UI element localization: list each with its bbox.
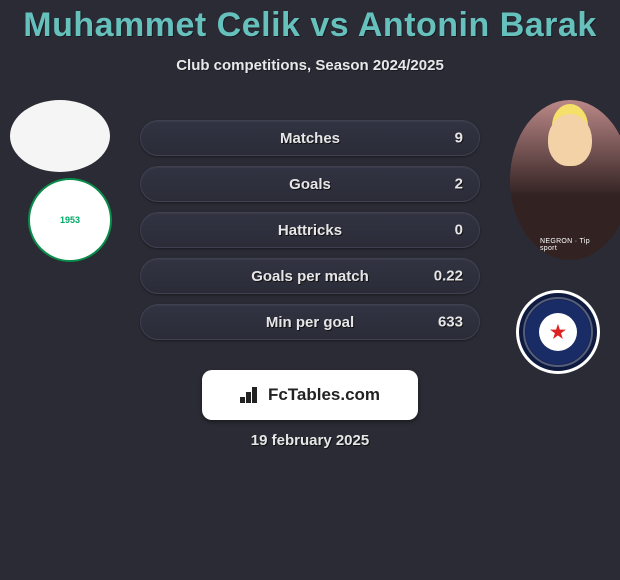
brand-badge: FcTables.com <box>202 370 418 420</box>
stat-label: Goals <box>289 176 331 193</box>
player-right-head <box>548 114 592 166</box>
player-right-avatar: NEGRON · Tip sport <box>510 100 620 260</box>
stats-list: Matches 9 Goals 2 Hattricks 0 Goals per match 0… <box>140 120 480 350</box>
page-subtitle: Club competitions, Season 2024/2025 <box>0 57 620 74</box>
stat-label: Matches <box>280 130 340 147</box>
stat-value-right: 0 <box>455 222 463 239</box>
player-left-avatar <box>10 100 110 172</box>
stat-value-right: 2 <box>455 176 463 193</box>
stat-value-right: 0.22 <box>434 268 463 285</box>
stat-value-right: 633 <box>438 314 463 331</box>
stat-row: Min per goal 633 <box>140 304 480 340</box>
brand-bars-icon <box>240 387 262 403</box>
club-right-inner-icon: ★ <box>539 313 577 351</box>
club-left-label: 1953 <box>60 215 80 225</box>
brand-text: FcTables.com <box>268 385 380 405</box>
stat-row: Goals 2 <box>140 166 480 202</box>
date-text: 19 february 2025 <box>0 432 620 449</box>
page-title: Muhammet Celik vs Antonin Barak <box>0 0 620 45</box>
stat-label: Min per goal <box>266 314 354 331</box>
player-right-club-badge: ★ <box>516 290 600 374</box>
stat-row: Hattricks 0 <box>140 212 480 248</box>
stat-label: Hattricks <box>278 222 342 239</box>
player-right-jersey-text: NEGRON · Tip sport <box>540 238 600 252</box>
player-left-club-badge: 1953 <box>28 178 112 262</box>
stat-value-right: 9 <box>455 130 463 147</box>
stat-row: Matches 9 <box>140 120 480 156</box>
stat-row: Goals per match 0.22 <box>140 258 480 294</box>
stat-label: Goals per match <box>251 268 369 285</box>
